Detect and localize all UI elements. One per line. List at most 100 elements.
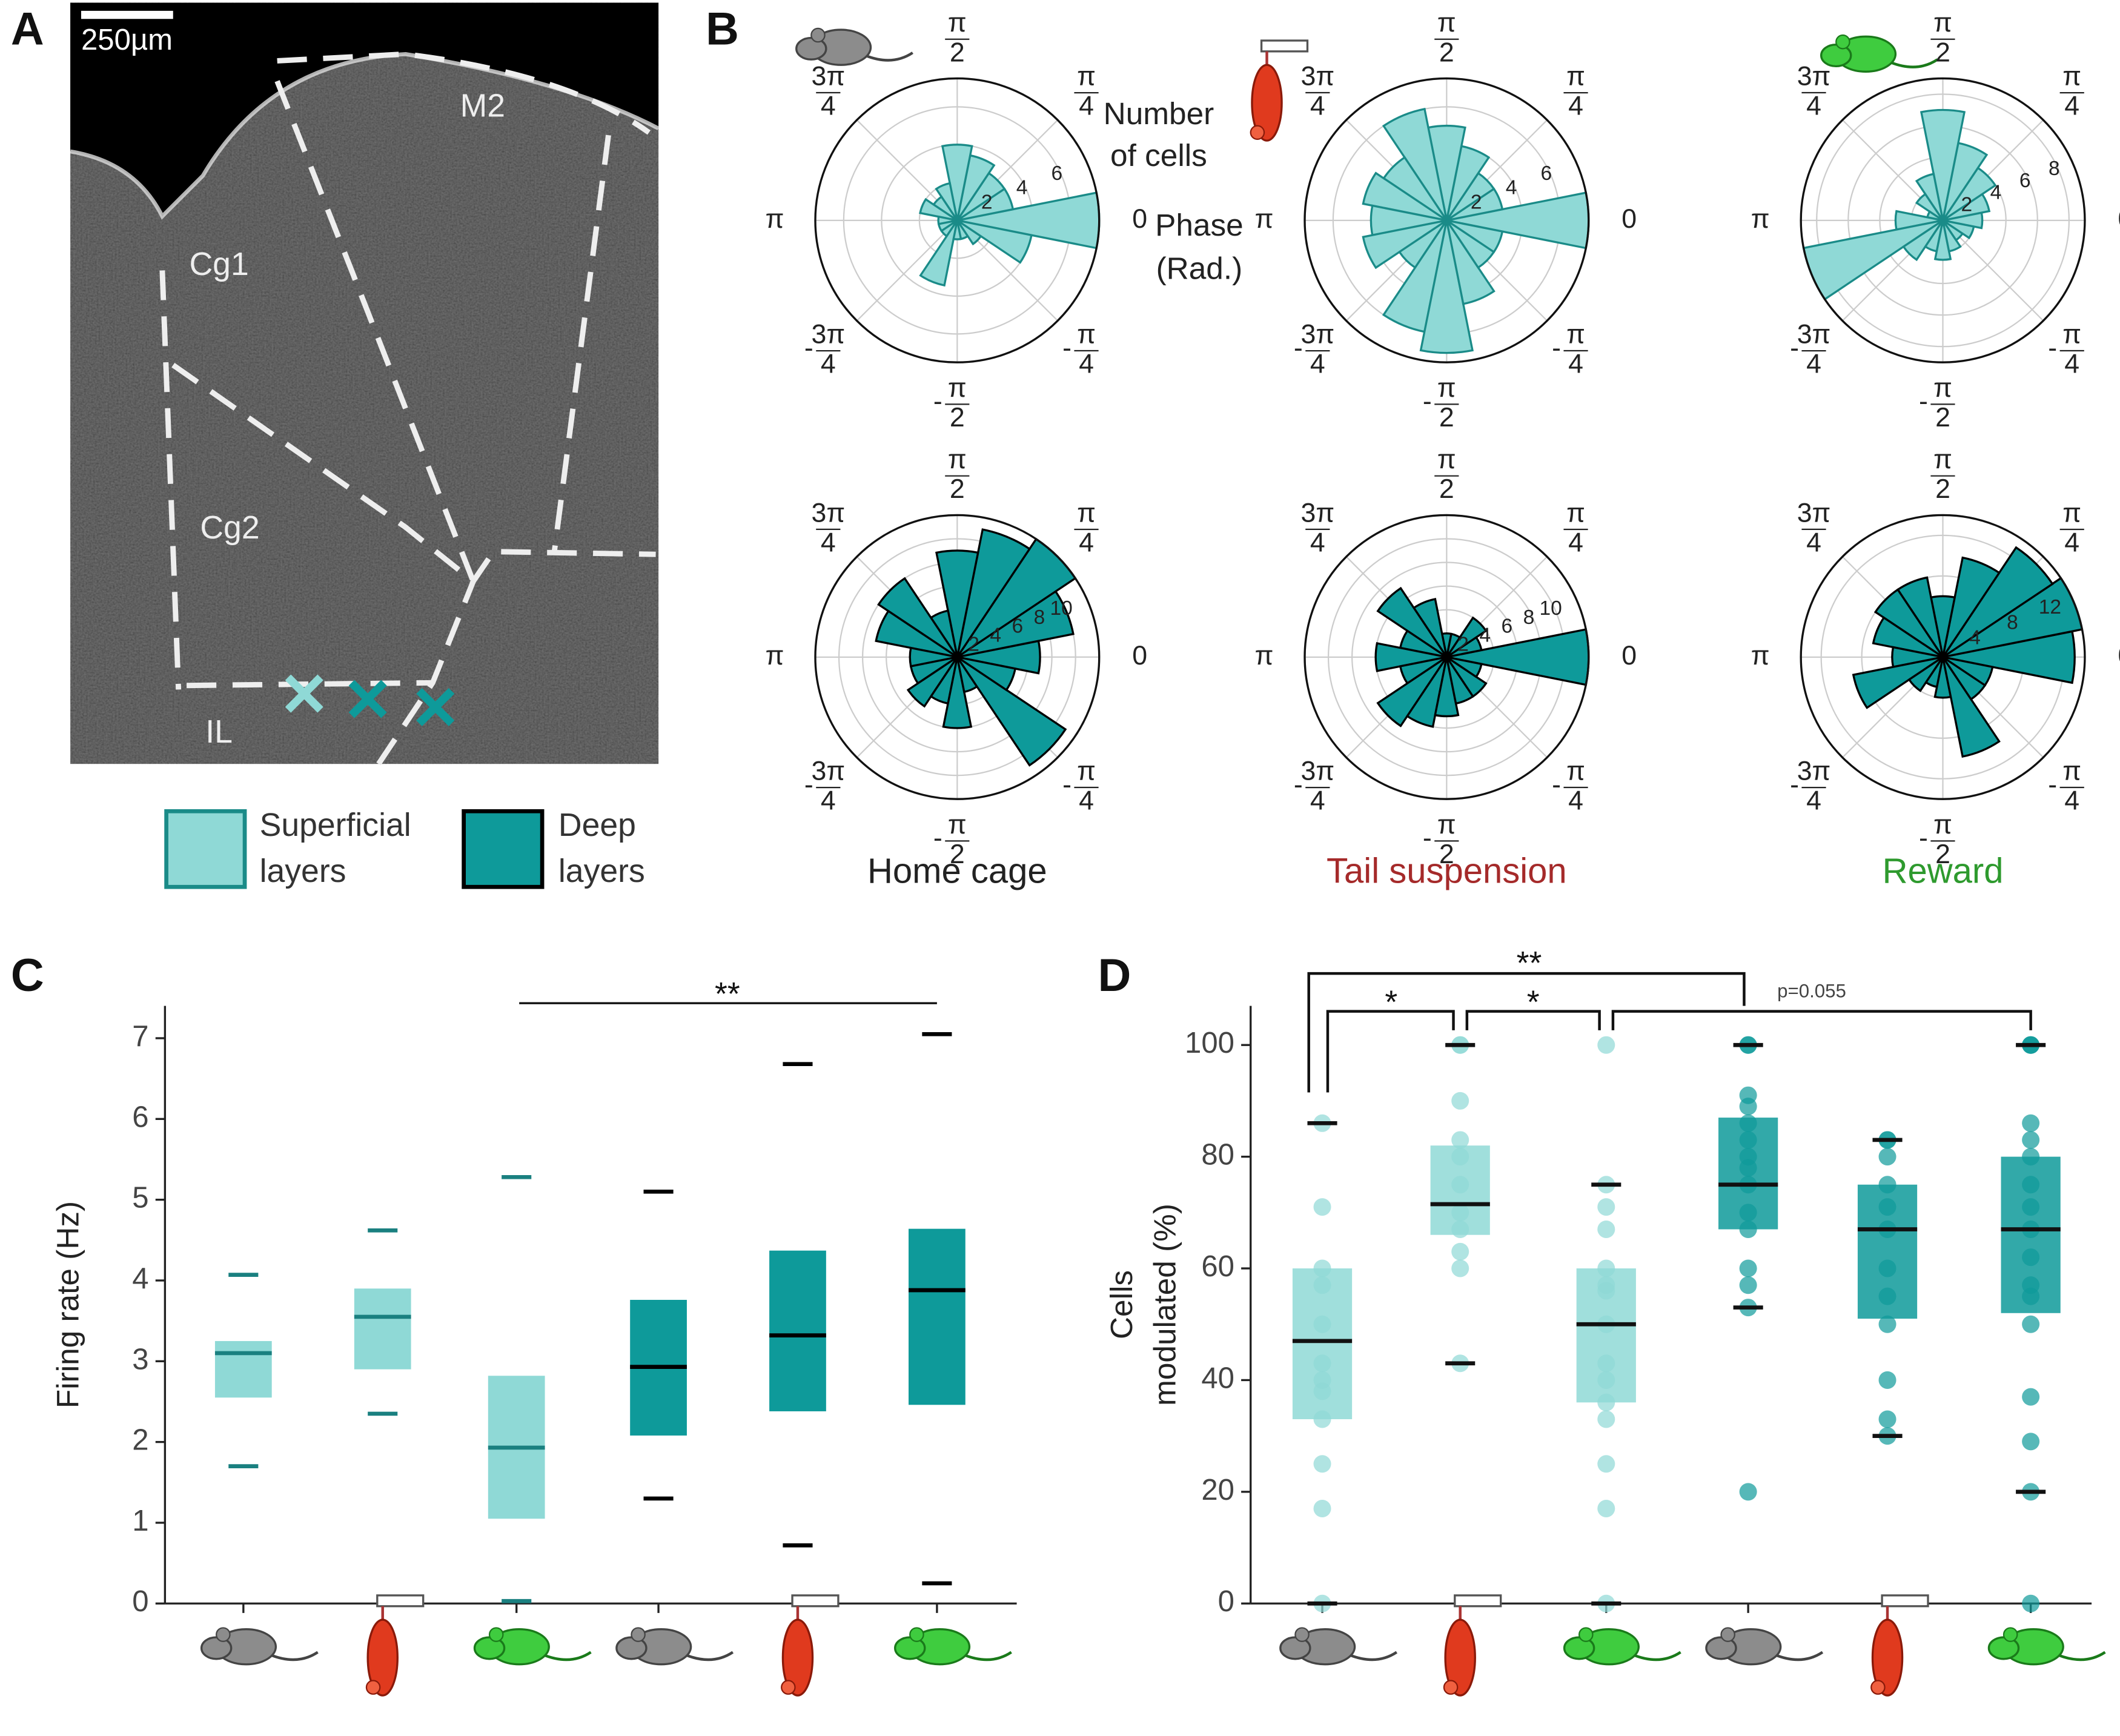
polar-bar (956, 528, 1032, 658)
significance-bracket (1465, 1010, 1601, 1030)
data-point (1313, 1354, 1331, 1373)
icon-ear (810, 27, 826, 43)
icon-bar (1881, 1594, 1929, 1608)
y-tick-label: 100 (1185, 1027, 1234, 1059)
r-tick-label: 4 (1969, 627, 1981, 649)
theta-tick-label: -3π 4 (804, 756, 845, 815)
r-tick-label: 8 (2007, 611, 2018, 634)
r-tick-label: 6 (1052, 162, 1063, 185)
r-tick-label: 4 (1479, 624, 1491, 646)
icon-ear (909, 1627, 924, 1642)
polar-frame (814, 77, 1101, 363)
significance-label: * (1527, 985, 1540, 1021)
icon-ear (488, 1627, 504, 1642)
polar-bar (1446, 219, 1504, 254)
data-point (1597, 1354, 1615, 1373)
theta-tick-label: -3π 4 (1790, 756, 1830, 815)
data-point (1597, 1036, 1615, 1054)
polar-frame (1303, 77, 1590, 363)
icon-ear (1294, 1627, 1310, 1642)
box (214, 1340, 272, 1398)
data-point (1878, 1148, 1896, 1166)
data-point (1878, 1198, 1896, 1216)
icon-body (366, 1618, 399, 1697)
icon-ear (1250, 125, 1265, 141)
icon-ear (1443, 1680, 1459, 1695)
r-tick-label: 4 (990, 624, 1001, 646)
border (187, 680, 433, 689)
polar-bar (1445, 616, 1488, 658)
border (277, 51, 651, 135)
icon-tail (2057, 1651, 2106, 1661)
data-point (2022, 1198, 2040, 1216)
r-tick-label: 2 (981, 191, 993, 213)
icon-ear (1870, 1680, 1886, 1695)
theta-tick-label: 3π 4 (1797, 498, 1831, 557)
icon-body (1251, 64, 1283, 142)
theta-tick-label: 0 (2118, 204, 2120, 234)
polar-bar (1374, 641, 1447, 672)
y-tick-label: 2 (132, 1424, 148, 1457)
condition-icon (200, 1627, 319, 1666)
significance-label: ** (715, 976, 740, 1012)
icon-bar (1260, 39, 1309, 53)
r-tick-label: 12 (2039, 596, 2061, 618)
r-tick-label: 2 (1457, 633, 1469, 655)
recording-site (416, 687, 455, 726)
y-axis-label: Firing rate (Hz) (51, 1201, 85, 1408)
theta-axis-label: Phase (Rad.) (1155, 208, 1244, 285)
data-point (1739, 1220, 1757, 1238)
theta-tick-label: π (1255, 641, 1274, 671)
y-tick-label: 5 (132, 1182, 148, 1214)
theta-tick-label: 3π 4 (812, 61, 846, 121)
polar-bar (1915, 193, 1944, 222)
r-tick-label: 6 (2019, 170, 2031, 192)
y-tick-label: 40 (1201, 1362, 1234, 1394)
polar-bar (877, 577, 958, 658)
theta-tick-label: 0 (1621, 204, 1637, 234)
data-point (2022, 1176, 2040, 1194)
r-tick-label: 8 (1523, 606, 1535, 629)
condition-icon (781, 1594, 840, 1697)
polar-bar (1941, 556, 2001, 658)
background-void (70, 2, 659, 217)
y-tick-label: 0 (1218, 1585, 1234, 1618)
recording-site-cross (348, 680, 387, 718)
polar-bar (1933, 220, 1952, 261)
data-point (1739, 1276, 1757, 1294)
data-point (2022, 1131, 2040, 1149)
icon-bar (791, 1594, 840, 1608)
data-point (1313, 1410, 1331, 1428)
condition-icon (1279, 1627, 1398, 1666)
polar-bar (1419, 220, 1474, 354)
region-label: IL (205, 714, 233, 750)
icon-ear (1578, 1627, 1594, 1642)
legend-swatch (462, 809, 545, 889)
y-tick-label: 4 (132, 1262, 148, 1295)
theta-tick-label: π (766, 204, 784, 234)
data-point (2022, 1433, 2040, 1451)
polar-bar (1434, 657, 1460, 718)
data-point (1878, 1176, 1896, 1194)
y-tick-label: 0 (132, 1585, 148, 1618)
polar-bar (906, 656, 958, 708)
icon-ear (1835, 34, 1850, 50)
column-title: Reward (1883, 851, 2004, 890)
polar-bar (1802, 219, 1944, 301)
y-tick-label: 1 (132, 1505, 148, 1537)
theta-tick-label: -3π 4 (1294, 756, 1334, 815)
data-point (1739, 1086, 1757, 1104)
polar-bar (1362, 219, 1448, 270)
polar-bar (919, 219, 959, 287)
data-point (1878, 1410, 1896, 1428)
scale-bar-label: 250µm (81, 24, 173, 56)
